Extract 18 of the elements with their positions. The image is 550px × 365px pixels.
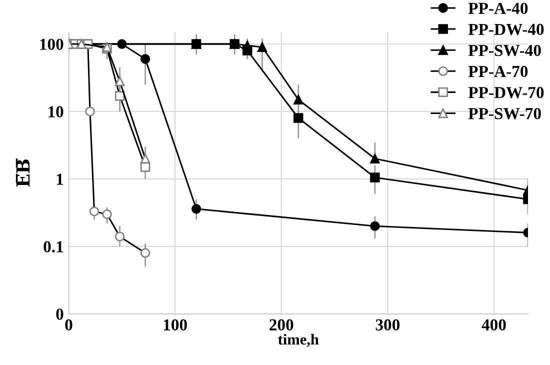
legend-label: PP-SW-70	[468, 108, 541, 120]
y-tick-label: 10	[48, 106, 64, 118]
y-axis-title: E̅B̅	[16, 158, 30, 187]
x-tick-label: 200	[270, 319, 294, 330]
x-tick-label: 0	[65, 319, 72, 330]
legend-label: PP-DW-40	[468, 24, 544, 36]
y-tick-label: 1	[56, 174, 64, 185]
y-tick-label: 0	[56, 308, 64, 320]
y-tick-label: 0.1	[44, 241, 64, 252]
x-axis-title: time,h	[278, 334, 319, 347]
y-tick-label: 100	[40, 38, 64, 50]
legend-label: PP-DW-70	[468, 86, 544, 98]
legend-label: PP-SW-40	[468, 44, 541, 56]
legend-label: PP-A-70	[468, 66, 528, 78]
legend-label: PP-A-40	[468, 2, 528, 14]
x-tick-label: 400	[482, 319, 506, 330]
x-tick-label: 300	[376, 319, 400, 330]
x-tick-label: 100	[164, 319, 187, 330]
